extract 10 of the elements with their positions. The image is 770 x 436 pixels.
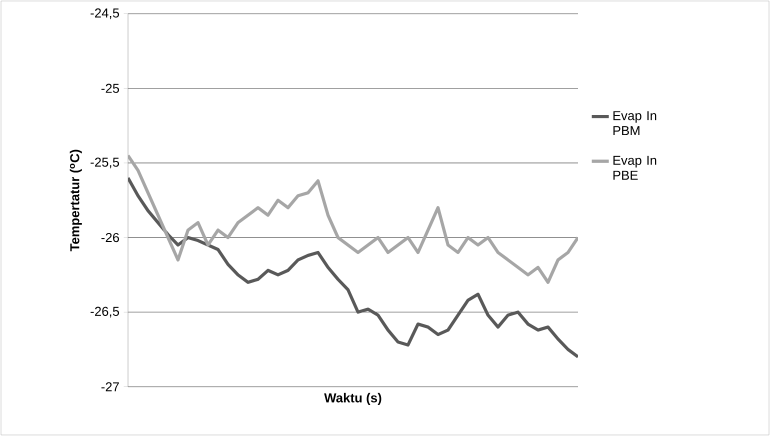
y-tick-label: -25,5 [90,158,120,168]
legend-label: Evap In PBM [613,111,656,136]
x-axis-title: Waktu (s) [324,392,382,406]
y-tick-label: -26 [101,232,120,242]
y-tick-label: -25 [101,84,120,93]
legend-label: Evap In PBE [613,156,656,180]
y-axis-title: Tempertatur ($^{o}$C) [70,150,82,252]
y-tick-label: -24,5 [90,8,120,20]
y-tick-label: -27 [101,382,119,392]
y-tick-label: -26,5 [90,306,120,318]
